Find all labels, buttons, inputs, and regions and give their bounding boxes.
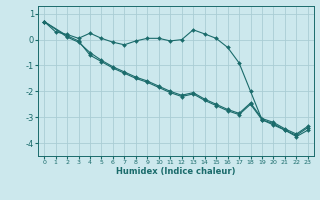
- X-axis label: Humidex (Indice chaleur): Humidex (Indice chaleur): [116, 167, 236, 176]
